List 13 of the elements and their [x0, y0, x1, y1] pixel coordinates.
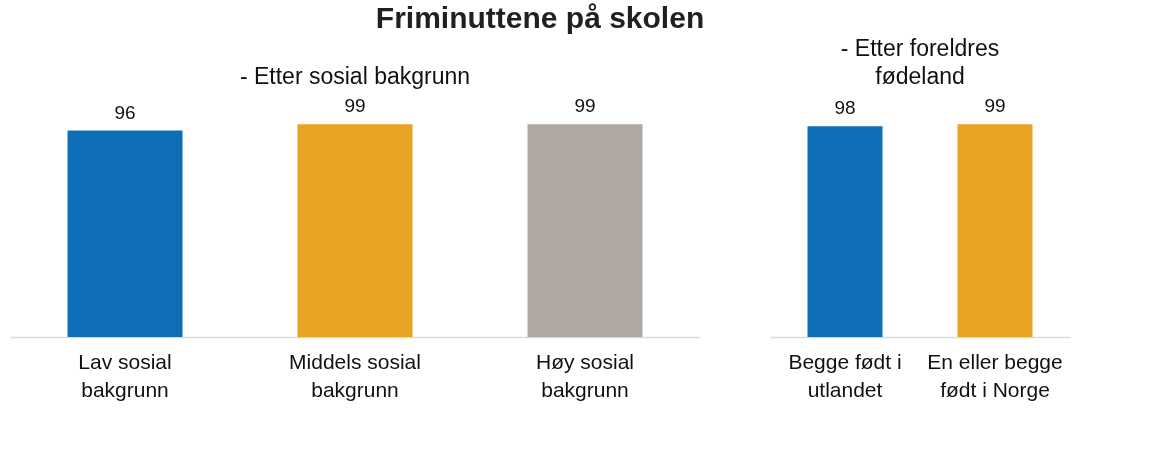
x-tick-label: Begge født i utlandet — [788, 349, 902, 401]
chart-subtitle: - Etter sosial bakgrunn — [239, 63, 471, 90]
data-label: 98 — [834, 97, 856, 119]
chart-subtitle: - Etter foreldres fødeland — [840, 35, 1000, 90]
data-label: 99 — [344, 95, 366, 117]
x-tick-label: En eller begge født i Norge — [927, 349, 1063, 401]
data-label: 99 — [984, 95, 1006, 117]
x-tick-label: Middels sosial bakgrunn — [289, 349, 421, 401]
data-label: 96 — [114, 101, 136, 123]
chart-title: Friminuttene på skolen — [375, 1, 705, 35]
x-tick-label: Høy sosial bakgrunn — [535, 349, 635, 401]
x-tick-label: Lav sosial bakgrunn — [78, 349, 172, 401]
data-label: 99 — [574, 95, 596, 117]
